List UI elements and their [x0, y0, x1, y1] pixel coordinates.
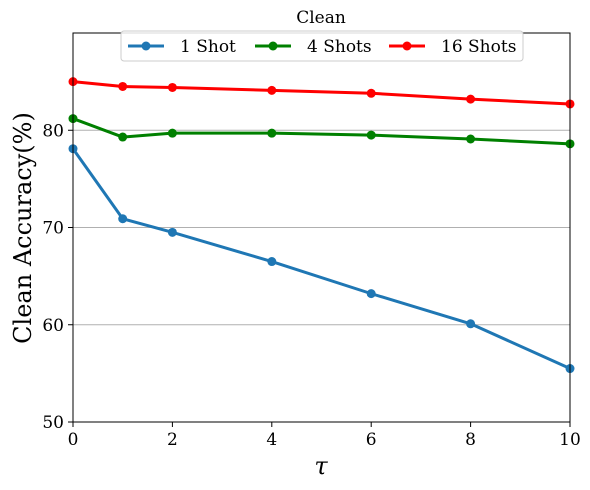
series-2 — [68, 114, 575, 149]
x-tick-label: 6 — [366, 430, 377, 450]
data-point — [466, 319, 476, 329]
data-point — [118, 132, 128, 142]
legend: 1 Shot 4 Shots 16 Shots — [120, 30, 524, 62]
x-tick-label: 4 — [266, 430, 277, 450]
data-point — [167, 82, 177, 92]
x-tick-label: 10 — [559, 430, 581, 450]
data-point — [366, 88, 376, 98]
data-point — [118, 81, 128, 91]
series-1 — [68, 144, 575, 374]
legend-label: 4 Shots — [307, 37, 372, 57]
legend-marker — [268, 41, 278, 51]
series-layer — [68, 77, 575, 374]
legend-marker — [402, 41, 412, 51]
y-tick-label: 80 — [42, 121, 64, 141]
chart-title: Clean — [296, 8, 346, 28]
data-point — [466, 134, 476, 144]
data-point — [267, 257, 277, 267]
legend-entry-2: 4 Shots — [255, 37, 372, 57]
y-tick-label: 50 — [42, 413, 64, 433]
series-3 — [68, 77, 575, 109]
series-line — [72, 117, 571, 146]
series-line — [72, 80, 571, 106]
y-axis-label: Clean Accuracy(%) — [9, 112, 37, 344]
x-tick-label: 2 — [167, 430, 178, 450]
data-point — [118, 214, 128, 224]
data-point — [267, 128, 277, 138]
axis-ticks: 0 2 4 6 8 10 50 60 70 80 — [42, 121, 580, 450]
data-point — [366, 130, 376, 140]
legend-entry-1: 1 Shot — [128, 37, 236, 57]
data-point — [366, 289, 376, 299]
legend-label: 16 Shots — [441, 37, 516, 57]
data-point — [167, 227, 177, 237]
series-line — [71, 147, 571, 370]
legend-marker — [141, 41, 151, 51]
data-point — [466, 94, 476, 104]
data-point — [267, 85, 277, 95]
legend-entry-3: 16 Shots — [389, 37, 516, 57]
x-tick-label: 8 — [465, 430, 476, 450]
legend-label: 1 Shot — [180, 37, 236, 57]
legend-box — [120, 30, 524, 62]
grid-lines — [73, 129, 570, 326]
data-point — [167, 128, 177, 138]
y-tick-label: 60 — [42, 316, 64, 336]
x-axis-label: τ — [314, 452, 328, 480]
x-tick-label: 0 — [68, 430, 79, 450]
y-tick-label: 70 — [42, 219, 64, 239]
